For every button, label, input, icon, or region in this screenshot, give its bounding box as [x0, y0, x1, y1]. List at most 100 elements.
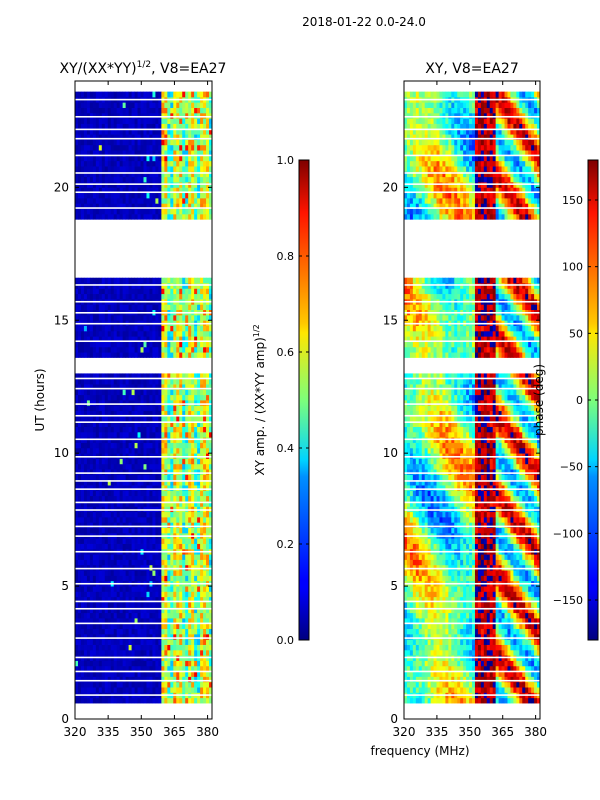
heatmap-cell: [107, 373, 112, 380]
heatmap-cell: [101, 485, 106, 491]
heatmap-cell: [107, 213, 112, 220]
heatmap-cell: [140, 314, 144, 321]
heatmap-cell: [128, 522, 132, 528]
heatmap-cell: [80, 506, 85, 513]
heatmap-cell: [83, 501, 88, 507]
heatmap-cell: [182, 330, 186, 337]
heatmap-cell: [143, 602, 147, 608]
heatmap-cell: [188, 612, 192, 619]
heatmap-cell: [92, 633, 97, 640]
heatmap-cell: [125, 378, 130, 385]
heatmap-cell: [116, 649, 121, 656]
heatmap-cell: [75, 676, 79, 683]
heatmap-cell: [95, 123, 100, 130]
heatmap-cell: [92, 516, 97, 523]
heatmap-cell: [125, 192, 130, 199]
heatmap-cell: [137, 107, 141, 114]
heatmap-cell: [80, 543, 85, 550]
heatmap-cell: [131, 123, 135, 130]
heatmap-cell: [95, 394, 100, 401]
heatmap-cell: [110, 107, 115, 114]
heatmap-cell: [104, 373, 109, 380]
heatmap-cell: [191, 506, 195, 513]
amplitude-panel: XY/(XX*YY)1/2, V8=EA27 320 335 350 365 38005…: [33, 60, 226, 739]
heatmap-cell: [179, 607, 183, 614]
heatmap-cell: [206, 112, 210, 119]
heatmap-cell: [188, 394, 192, 401]
heatmap-cell: [191, 554, 195, 560]
heatmap-cell: [128, 660, 132, 667]
heatmap-cell: [197, 410, 201, 417]
heatmap-cell: [176, 118, 180, 124]
heatmap-cell: [113, 283, 118, 289]
heatmap-cell: [161, 341, 165, 348]
heatmap-cell: [188, 330, 192, 337]
heatmap-cell: [200, 527, 204, 534]
heatmap-cell: [95, 325, 100, 332]
heatmap-cell: [113, 628, 118, 635]
heatmap-cell: [125, 203, 130, 209]
heatmap-cell: [149, 208, 153, 215]
heatmap-cell: [77, 293, 82, 300]
heatmap-cell: [122, 623, 127, 630]
heatmap-cell: [188, 538, 192, 544]
heatmap-cell: [191, 421, 195, 427]
heatmap-cell: [122, 442, 127, 449]
heatmap-cell: [101, 421, 106, 427]
heatmap-cell: [179, 671, 183, 677]
heatmap-cell: [531, 687, 535, 693]
heatmap-cell: [173, 442, 177, 449]
heatmap-cell: [203, 538, 207, 544]
heatmap-cell: [170, 431, 174, 438]
heatmap-cell: [92, 166, 97, 172]
heatmap-cell: [89, 304, 94, 311]
heatmap-cell: [185, 522, 189, 528]
heatmap-cell: [107, 660, 112, 667]
heatmap-cell: [137, 665, 141, 672]
heatmap-cell: [134, 118, 138, 124]
heatmap-cell: [107, 501, 112, 507]
heatmap-cell: [125, 208, 130, 215]
heatmap-cell: [119, 336, 124, 342]
heatmap-cell: [110, 442, 115, 449]
heatmap-cell: [173, 516, 177, 523]
heatmap-cell: [137, 314, 141, 321]
heatmap-cell: [119, 288, 124, 295]
heatmap-cell: [182, 495, 186, 502]
heatmap-cell: [489, 676, 494, 683]
heatmap-cell: [161, 277, 165, 284]
heatmap-cell: [134, 405, 138, 412]
heatmap-cell: [122, 150, 127, 156]
heatmap-cell: [107, 687, 112, 693]
heatmap-cell: [188, 607, 192, 614]
heatmap-cell: [101, 134, 106, 140]
heatmap-cell: [137, 352, 141, 358]
heatmap-cell: [134, 511, 138, 518]
heatmap-cell: [200, 687, 204, 693]
heatmap-cell: [173, 458, 177, 465]
heatmap-cell: [77, 501, 82, 507]
heatmap-cell: [519, 681, 523, 688]
heatmap-cell: [173, 660, 177, 667]
heatmap-cell: [89, 400, 94, 406]
heatmap-cell: [179, 649, 183, 656]
heatmap-cell: [197, 102, 201, 108]
heatmap-cell: [495, 681, 500, 688]
heatmap-cell: [501, 681, 505, 688]
heatmap-cell: [75, 346, 79, 353]
heatmap-cell: [122, 681, 127, 688]
heatmap-cell: [113, 469, 118, 475]
heatmap-cell: [86, 559, 91, 566]
heatmap-cell: [128, 187, 132, 194]
heatmap-cell: [89, 410, 94, 417]
heatmap-cell: [158, 197, 162, 204]
heatmap-cell: [89, 623, 94, 630]
heatmap-cell: [182, 187, 186, 194]
heatmap-cell: [161, 649, 165, 656]
heatmap-cell: [412, 671, 417, 677]
heatmap-cell: [80, 469, 85, 475]
heatmap-cell: [149, 660, 153, 667]
heatmap-cell: [77, 564, 82, 571]
heatmap-cell: [137, 501, 141, 507]
heatmap-cell: [98, 330, 103, 337]
